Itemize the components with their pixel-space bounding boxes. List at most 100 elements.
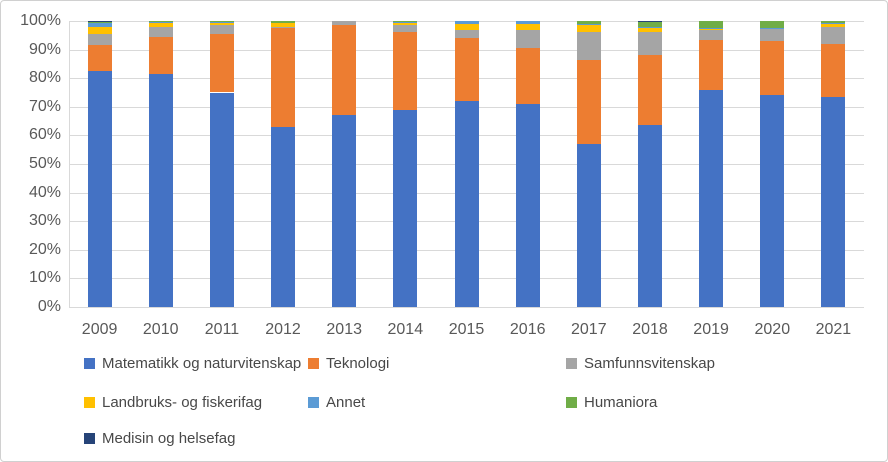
bar-segment-2019: [699, 28, 724, 30]
y-tick-label: 60%: [28, 126, 61, 144]
bar-segment-2017: [576, 32, 601, 60]
legend-swatch: [84, 357, 95, 369]
bar-segment-2009: [87, 21, 112, 23]
legend-label: Teknologi: [326, 354, 390, 372]
bar-segment-2009: [87, 22, 112, 27]
bar-segment-2012: [271, 126, 295, 307]
bar-segment-2014: [393, 21, 418, 22]
x-tick-label: 2012: [265, 321, 301, 338]
bar-segment-2012: [271, 28, 295, 127]
bar-segment-2017: [576, 21, 601, 24]
bar-segment-2015: [454, 38, 479, 102]
bar-segment-2012: [271, 23, 295, 27]
x-tick-label: 2009: [81, 321, 118, 338]
bar-segment-2009: [87, 26, 112, 34]
x-tick-label: 2014: [387, 321, 424, 338]
legend-swatch: [566, 396, 577, 408]
bar-segment-2009: [87, 71, 112, 307]
y-tick-label: 80%: [28, 69, 61, 87]
bar-segment-2017: [576, 143, 601, 307]
bar-segment-2015: [454, 29, 479, 39]
bar-segment-2017: [576, 59, 601, 144]
y-tick-label: 50%: [28, 155, 61, 172]
x-tick-label: 2013: [326, 321, 362, 338]
bar-segment-2019: [699, 29, 724, 40]
bar-segment-2017: [576, 25, 601, 33]
bar-segment-2009: [87, 33, 112, 46]
legend-item: Medisin og helsefag: [84, 429, 236, 447]
bar-segment-2018: [638, 27, 662, 29]
bar-segment-2011: [209, 22, 234, 23]
x-tick-label: 2019: [693, 321, 729, 338]
x-tick-label: 2021: [815, 321, 852, 338]
bar-segment-2021: [821, 23, 846, 24]
bar-segment-2010: [148, 23, 173, 27]
bar-segment-2021: [821, 43, 846, 97]
bar-segment-2019: [699, 21, 724, 29]
x-tick-label: 2011: [204, 321, 240, 338]
bar-segment-2014: [393, 25, 418, 33]
bar-segment-2016: [515, 23, 540, 30]
legend-label: Medisin og helsefag: [102, 429, 236, 447]
x-tick-label: 2020: [754, 321, 791, 338]
legend-swatch: [84, 432, 95, 444]
bar-segment-2011: [209, 21, 234, 23]
bar-segment-2011: [209, 25, 234, 34]
bar-segment-2017: [576, 23, 601, 26]
y-tick-label: 70%: [28, 97, 61, 115]
bar-segment-2020: [760, 41, 785, 96]
bar-segment-2010: [148, 22, 173, 23]
bar-segment-2011: [209, 33, 234, 93]
legend-swatch: [84, 396, 95, 408]
bar-segment-2020: [760, 28, 785, 41]
bar-segment-2016: [515, 29, 540, 49]
bar-segment-2018: [638, 125, 662, 307]
y-axis-line: [69, 21, 70, 307]
bar-segment-2011: [209, 92, 234, 307]
bar-segment-2018: [638, 21, 662, 28]
bar-segment-2020: [760, 27, 785, 29]
bar-segment-2015: [454, 101, 479, 307]
x-tick-label: 2010: [142, 321, 179, 338]
bar-segment-2016: [515, 48, 540, 104]
x-tick-label: 2018: [632, 321, 668, 338]
bar-segment-2014: [393, 32, 418, 110]
bar-segment-2021: [821, 23, 846, 27]
bar-segment-2011: [209, 23, 234, 26]
bar-segment-2010: [148, 21, 173, 23]
bar-segment-2021: [821, 26, 846, 44]
bar-segment-2014: [393, 109, 418, 307]
bar-segment-2010: [148, 73, 173, 307]
bar-segment-2016: [515, 21, 540, 24]
gridline: [69, 307, 864, 308]
y-tick-label: 100%: [20, 12, 61, 29]
x-tick-label: 2015: [448, 321, 485, 338]
legend-swatch: [308, 396, 319, 408]
legend-item: Matematikk og naturvitenskap: [84, 355, 301, 372]
x-tick-label: 2017: [571, 321, 607, 338]
legend-label: Samfunnsvitenskap: [584, 354, 715, 372]
bar-segment-2016: [515, 103, 540, 307]
bar-segment-2021: [821, 96, 846, 307]
y-tick-label: 90%: [28, 40, 61, 58]
bar-segment-2020: [760, 95, 785, 307]
bar-segment-2013: [332, 21, 357, 26]
y-tick-label: 0%: [37, 298, 61, 315]
bar-segment-2019: [699, 39, 724, 90]
bar-segment-2013: [332, 115, 357, 307]
y-tick-label: 20%: [28, 240, 61, 258]
bar-segment-2010: [148, 36, 173, 74]
bar-segment-2012: [271, 26, 295, 29]
bar-segment-2018: [638, 55, 662, 126]
legend-item: Teknologi: [308, 354, 390, 372]
legend-label: Humaniora: [584, 393, 658, 411]
bar-segment-2015: [454, 21, 479, 24]
bar-segment-2018: [638, 28, 662, 33]
bar-segment-2018: [638, 32, 662, 56]
legend-swatch: [566, 357, 577, 369]
y-tick-label: 10%: [28, 269, 61, 287]
bar-segment-2009: [87, 45, 112, 72]
bar-segment-2020: [760, 21, 785, 28]
bar-segment-2009: [87, 21, 112, 22]
